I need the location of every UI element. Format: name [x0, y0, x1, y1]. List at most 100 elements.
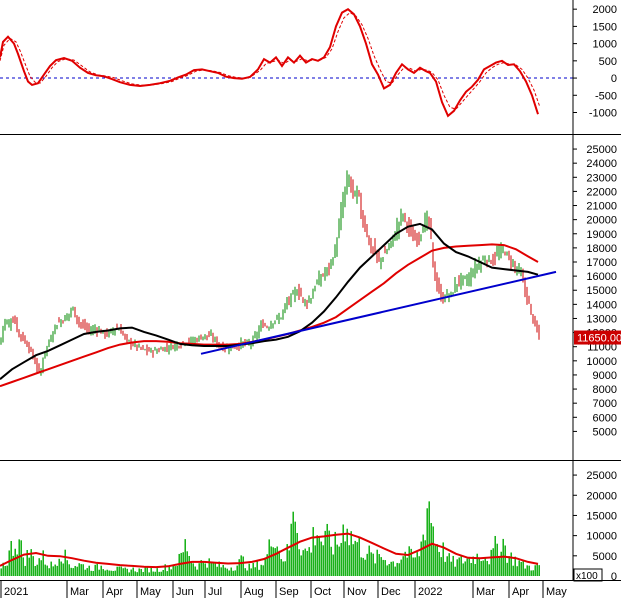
volume-bar — [114, 570, 116, 576]
volume-bar — [152, 571, 154, 576]
volume-bar — [56, 565, 58, 576]
vol-tick-label: 5000 — [593, 551, 617, 563]
volume-bar — [462, 563, 464, 576]
volume-bar — [396, 562, 398, 576]
volume-bar — [318, 536, 320, 576]
volume-bar — [332, 554, 334, 576]
volume-bar — [4, 566, 6, 576]
volume-bar — [204, 563, 206, 576]
volume-bar — [90, 570, 92, 576]
volume-bar — [76, 566, 78, 576]
time-tick-label: May — [140, 586, 161, 598]
volume-panel: 0 5000 10000 15000 20000 25000 x100 — [0, 470, 617, 583]
volume-bar — [62, 563, 64, 576]
volume-bar — [140, 569, 142, 576]
volume-bar — [60, 561, 62, 576]
volume-bar — [482, 560, 484, 576]
time-tick-label: Mar — [476, 586, 495, 598]
volume-bar — [100, 565, 102, 576]
price-tick-label: 16000 — [586, 271, 617, 283]
volume-bar — [16, 554, 18, 576]
volume-bar — [196, 569, 198, 576]
volume-bar — [12, 555, 14, 576]
time-tick-label: 2021 — [4, 586, 28, 598]
volume-bar — [36, 564, 38, 576]
volume-bar — [412, 557, 414, 576]
volume-bar — [430, 523, 432, 576]
signal-line — [0, 11, 541, 110]
volume-bar — [334, 531, 336, 576]
volume-bar — [468, 556, 470, 576]
volume-bar — [394, 566, 396, 576]
volume-bar — [42, 550, 44, 576]
volume-bar — [260, 564, 262, 576]
volume-bar — [434, 545, 436, 576]
volume-bar — [370, 552, 372, 576]
price-tick-label: 13000 — [586, 313, 617, 325]
volume-bar — [14, 548, 16, 576]
volume-bar — [470, 562, 472, 576]
volume-bar — [116, 566, 118, 576]
volume-bar — [264, 557, 266, 576]
volume-bar — [444, 561, 446, 576]
volume-bar — [252, 562, 254, 576]
vol-tick-label: 15000 — [586, 510, 617, 522]
volume-bar — [126, 568, 128, 576]
volume-bar — [504, 545, 506, 576]
volume-bar — [58, 558, 60, 576]
time-tick-label: Apr — [512, 586, 529, 598]
volume-bar — [460, 555, 462, 576]
volume-bar — [68, 564, 70, 576]
time-tick-label: Aug — [244, 586, 264, 598]
volume-bar — [0, 568, 2, 576]
volume-bar — [110, 570, 112, 576]
volume-bar — [276, 546, 278, 576]
volume-bar — [162, 569, 164, 576]
volume-bar — [202, 561, 204, 576]
volume-bar — [142, 571, 144, 576]
volume-bar — [272, 547, 274, 576]
volume-bar — [212, 563, 214, 576]
volume-bar — [298, 549, 300, 576]
volume-bar — [280, 559, 282, 576]
volume-bar — [500, 551, 502, 576]
price-tick-label: 19000 — [586, 229, 617, 241]
volume-bar — [374, 563, 376, 576]
volume-bar — [392, 561, 394, 576]
osc-tick-label: -500 — [595, 90, 617, 102]
volume-bar — [408, 546, 410, 576]
volume-bar — [88, 565, 90, 576]
volume-bar — [154, 571, 156, 576]
volume-bar — [184, 539, 186, 576]
volume-bar — [188, 555, 190, 576]
volume-bar — [388, 564, 390, 576]
volume-bar — [20, 540, 22, 576]
volume-bar — [244, 568, 246, 576]
volume-bar — [270, 546, 272, 576]
time-tick-label: Nov — [347, 586, 367, 598]
volume-bar — [206, 567, 208, 576]
volume-bar — [342, 524, 344, 576]
volume-bar — [274, 548, 276, 576]
oscillator-line — [0, 7, 539, 118]
volume-bar — [10, 540, 12, 576]
volume-bar — [532, 570, 534, 576]
volume-bar — [38, 558, 40, 576]
volume-bar — [478, 558, 480, 576]
volume-bar — [446, 556, 448, 576]
volume-bar — [74, 565, 76, 576]
volume-bar — [402, 556, 404, 576]
volume-bar — [506, 562, 508, 576]
volume-bar — [106, 569, 108, 576]
volume-bar — [508, 556, 510, 576]
volume-bar — [360, 557, 362, 576]
volume-bar — [138, 568, 140, 576]
volume-bar — [356, 542, 358, 576]
volume-bar — [496, 543, 498, 576]
volume-bar — [368, 545, 370, 576]
volume-bar — [66, 560, 68, 576]
volume-bar — [70, 567, 72, 576]
volume-bar — [512, 565, 514, 576]
time-tick-label: Dec — [381, 586, 401, 598]
